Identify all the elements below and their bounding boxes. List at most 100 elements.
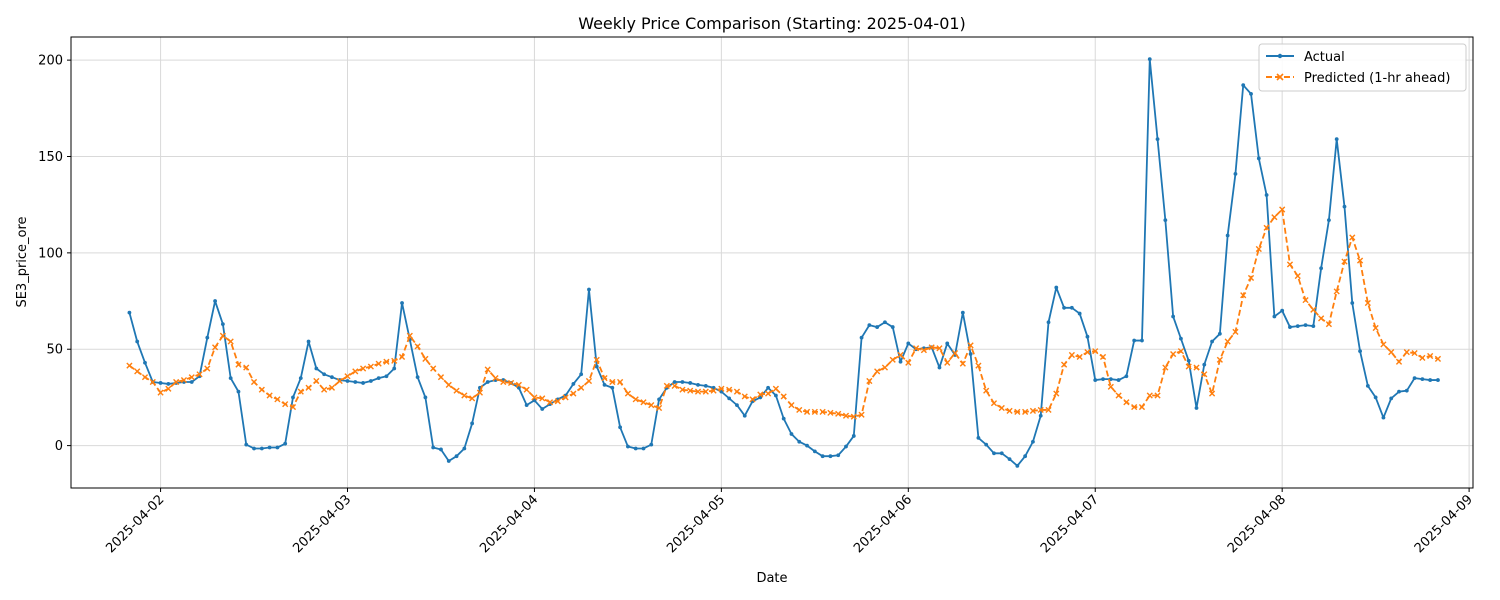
data-point <box>283 441 288 446</box>
data-point <box>819 408 826 415</box>
data-point <box>353 380 358 384</box>
data-point <box>361 381 365 385</box>
data-point <box>321 386 328 393</box>
data-point <box>1319 266 1324 271</box>
data-point <box>158 381 163 385</box>
data-point <box>250 378 258 386</box>
data-point <box>1023 454 1028 459</box>
data-point <box>189 380 194 384</box>
data-point <box>944 359 951 366</box>
data-point <box>196 371 203 378</box>
data-point <box>1014 408 1021 415</box>
data-point <box>492 375 499 382</box>
data-point <box>469 395 476 402</box>
data-point <box>258 386 265 393</box>
data-point <box>741 393 748 400</box>
legend-label-predicted: Predicted (1-hr ahead) <box>1304 71 1450 86</box>
x-tick-label: 2025-04-05 <box>664 492 728 556</box>
x-tick-label: 2025-04-04 <box>477 492 541 556</box>
data-point <box>812 449 817 454</box>
data-point <box>1428 378 1433 382</box>
data-point <box>1397 389 1401 394</box>
x-tick-label: 2025-04-08 <box>1225 492 1289 556</box>
data-point <box>1249 91 1253 96</box>
data-point <box>858 411 865 418</box>
data-point <box>446 459 451 463</box>
data-point <box>672 380 677 384</box>
data-point <box>422 355 429 362</box>
x-tick-label: 2025-04-03 <box>290 492 354 556</box>
data-point <box>322 372 327 377</box>
data-point <box>1232 328 1239 335</box>
data-point <box>1286 261 1294 268</box>
data-point <box>850 413 857 420</box>
data-point <box>889 356 896 363</box>
data-point <box>1272 314 1277 319</box>
data-point <box>539 395 546 402</box>
data-point <box>1318 315 1325 322</box>
data-point <box>219 332 226 339</box>
data-point <box>437 374 445 381</box>
data-point <box>890 325 895 329</box>
data-point <box>375 360 382 367</box>
data-point <box>126 362 133 369</box>
data-point <box>1263 224 1270 231</box>
x-axis-label: Date <box>756 571 787 586</box>
data-point <box>531 394 538 401</box>
data-point <box>554 398 561 405</box>
data-point <box>135 339 140 344</box>
data-point <box>905 359 912 366</box>
y-tick-label: 50 <box>46 343 63 358</box>
data-point <box>1241 83 1246 88</box>
data-point <box>461 392 468 399</box>
data-point <box>134 368 141 375</box>
data-point <box>881 364 889 371</box>
data-point <box>1349 234 1356 241</box>
x-tick-label: 2025-04-09 <box>1412 492 1476 556</box>
data-point <box>945 341 950 346</box>
data-point <box>1411 349 1418 357</box>
data-point <box>1247 274 1255 282</box>
data-point <box>314 366 319 371</box>
data-point <box>663 382 670 389</box>
data-point <box>587 287 591 292</box>
data-point <box>1233 171 1238 176</box>
data-point <box>1333 288 1340 295</box>
data-point <box>1076 353 1083 361</box>
data-point <box>352 368 359 375</box>
data-point <box>632 396 639 403</box>
data-point <box>998 404 1005 412</box>
data-point <box>1031 439 1035 444</box>
data-point <box>773 393 778 398</box>
data-point <box>781 416 786 421</box>
data-point <box>1372 324 1379 332</box>
data-point <box>1077 311 1082 316</box>
data-point <box>992 451 996 456</box>
data-point <box>968 352 973 356</box>
data-point <box>1208 390 1216 397</box>
data-point <box>585 377 593 385</box>
data-point <box>1202 362 1207 367</box>
data-point <box>842 412 850 419</box>
data-point <box>983 387 990 394</box>
data-point <box>579 372 584 377</box>
x-tick-label: 2025-04-07 <box>1038 492 1102 556</box>
data-point <box>1311 324 1316 329</box>
data-point <box>602 382 607 387</box>
data-point <box>805 443 809 448</box>
data-point <box>1132 338 1137 343</box>
data-point <box>368 379 373 383</box>
data-point <box>384 374 389 379</box>
data-point <box>484 366 491 373</box>
data-point <box>765 390 772 397</box>
data-point <box>1327 218 1331 222</box>
data-point <box>937 365 942 370</box>
data-point <box>1303 323 1308 328</box>
data-point <box>267 445 272 450</box>
data-point <box>866 377 873 385</box>
data-point <box>165 385 172 392</box>
data-point <box>516 385 521 390</box>
data-point <box>1147 57 1152 62</box>
data-point <box>703 383 708 388</box>
data-point <box>1388 349 1395 356</box>
